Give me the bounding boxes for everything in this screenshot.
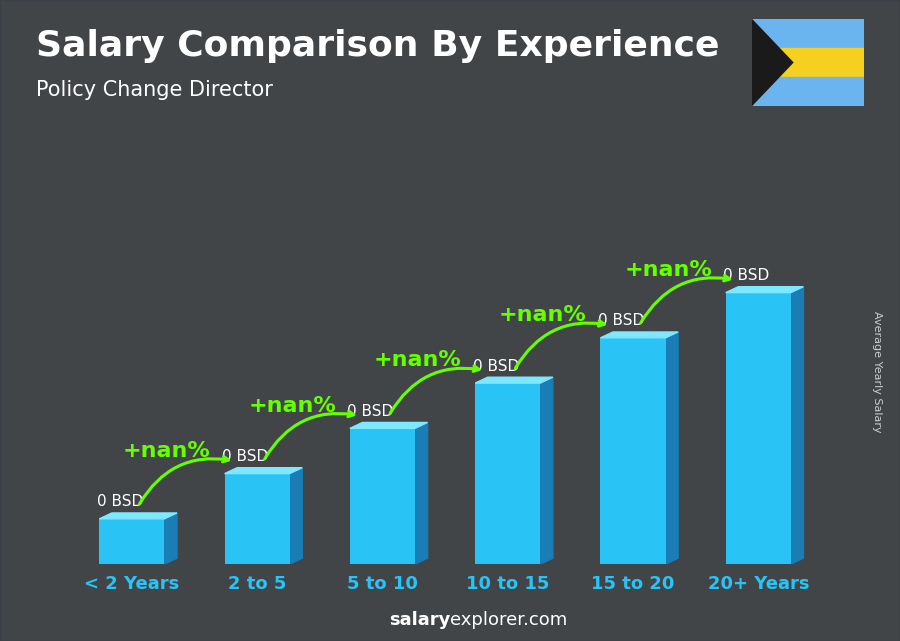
Polygon shape [415,422,428,564]
Bar [225,474,290,564]
Polygon shape [350,422,428,428]
Bar [600,338,666,564]
Text: Policy Change Director: Policy Change Director [36,80,273,100]
Text: +nan%: +nan% [123,441,211,461]
Text: 0 BSD: 0 BSD [472,358,519,374]
Polygon shape [540,377,553,564]
Bar [752,19,864,48]
Text: 0 BSD: 0 BSD [97,494,143,510]
Text: +nan%: +nan% [499,305,587,325]
Text: +nan%: +nan% [248,395,336,415]
Text: salary: salary [389,612,450,629]
Bar [475,383,540,564]
Text: 0 BSD: 0 BSD [598,313,644,328]
Polygon shape [666,332,678,564]
Polygon shape [752,19,793,106]
Polygon shape [600,332,678,338]
Text: 0 BSD: 0 BSD [724,268,770,283]
Bar [752,77,864,106]
Text: +nan%: +nan% [625,260,712,280]
Polygon shape [225,468,302,474]
Bar [752,48,864,77]
Text: +nan%: +nan% [374,351,462,370]
Text: explorer.com: explorer.com [450,612,567,629]
Text: 0 BSD: 0 BSD [347,404,393,419]
Polygon shape [725,287,804,292]
Polygon shape [791,287,804,564]
Bar [725,292,791,564]
Polygon shape [475,377,553,383]
Polygon shape [290,468,302,564]
Text: 0 BSD: 0 BSD [222,449,268,464]
Text: Average Yearly Salary: Average Yearly Salary [872,311,883,433]
Text: Salary Comparison By Experience: Salary Comparison By Experience [36,29,719,63]
Polygon shape [165,513,177,564]
Bar [350,428,415,564]
Bar [99,519,165,564]
Polygon shape [99,513,177,519]
